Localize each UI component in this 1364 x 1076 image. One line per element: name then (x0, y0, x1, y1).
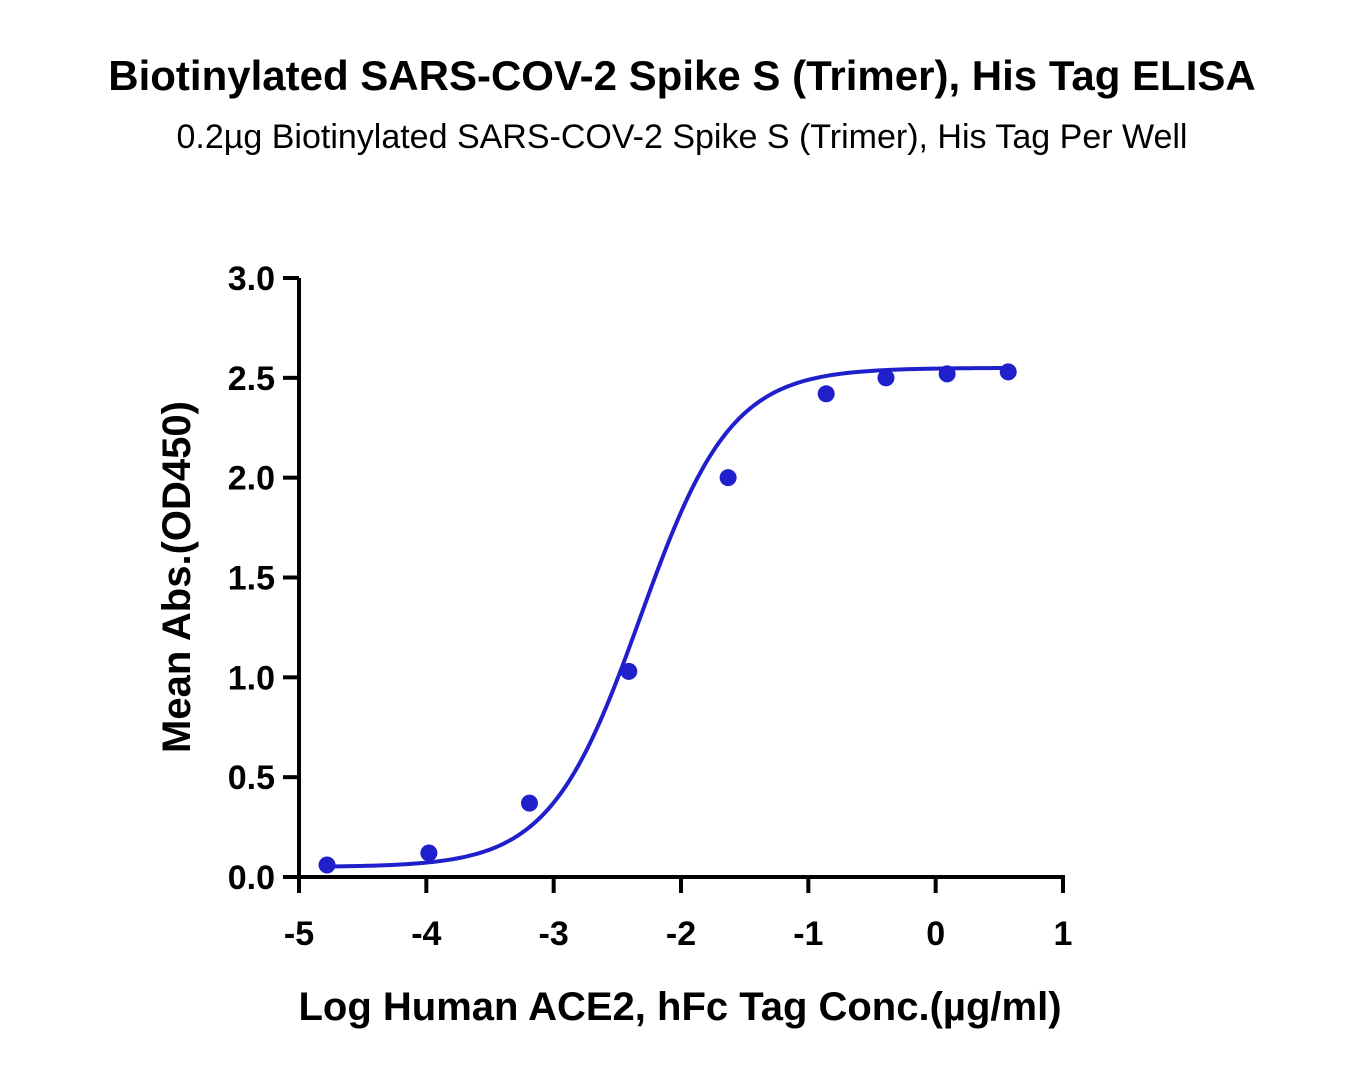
x-tick-label: -3 (539, 915, 569, 953)
data-point (420, 844, 438, 862)
x-tick-label: -1 (793, 915, 823, 953)
y-tick-label: 0.5 (228, 759, 275, 797)
y-tick-label: 1.0 (228, 659, 275, 697)
x-tick-label: -2 (666, 915, 696, 953)
x-tick-label: 0 (926, 915, 945, 953)
y-tick-label: 1.5 (228, 560, 275, 598)
x-tick-label: -5 (284, 915, 314, 953)
x-tick-label: 1 (1054, 915, 1073, 953)
data-point (719, 469, 737, 487)
data-point (318, 856, 336, 874)
data-point (938, 365, 956, 383)
chart-subtitle: 0.2µg Biotinylated SARS-COV-2 Spike S (T… (176, 118, 1188, 156)
y-axis-label: Mean Abs.(OD450) (155, 401, 199, 753)
data-points-layer (318, 363, 1017, 874)
x-tick-label: -4 (411, 915, 441, 953)
data-point (520, 794, 538, 812)
data-point (877, 369, 895, 387)
x-axis-label: Log Human ACE2, hFc Tag Conc.(µg/ml) (298, 985, 1061, 1029)
data-point (817, 385, 835, 403)
fit-curve (326, 366, 1009, 869)
y-tick-label: 2.5 (228, 360, 275, 398)
y-tick-label: 3.0 (228, 260, 275, 298)
chart-title: Biotinylated SARS-COV-2 Spike S (Trimer)… (108, 52, 1256, 99)
data-point (620, 662, 638, 680)
data-point (999, 363, 1017, 381)
y-tick-label: 2.0 (228, 460, 275, 498)
fit-curve-layer (326, 366, 1009, 869)
y-tick-label: 0.0 (228, 859, 275, 897)
ticks: 0.0 0.5 1.0 1.5 2.0 2.5 3.0 -5 -4 -3 -2 -1 0 1 (228, 260, 1073, 953)
